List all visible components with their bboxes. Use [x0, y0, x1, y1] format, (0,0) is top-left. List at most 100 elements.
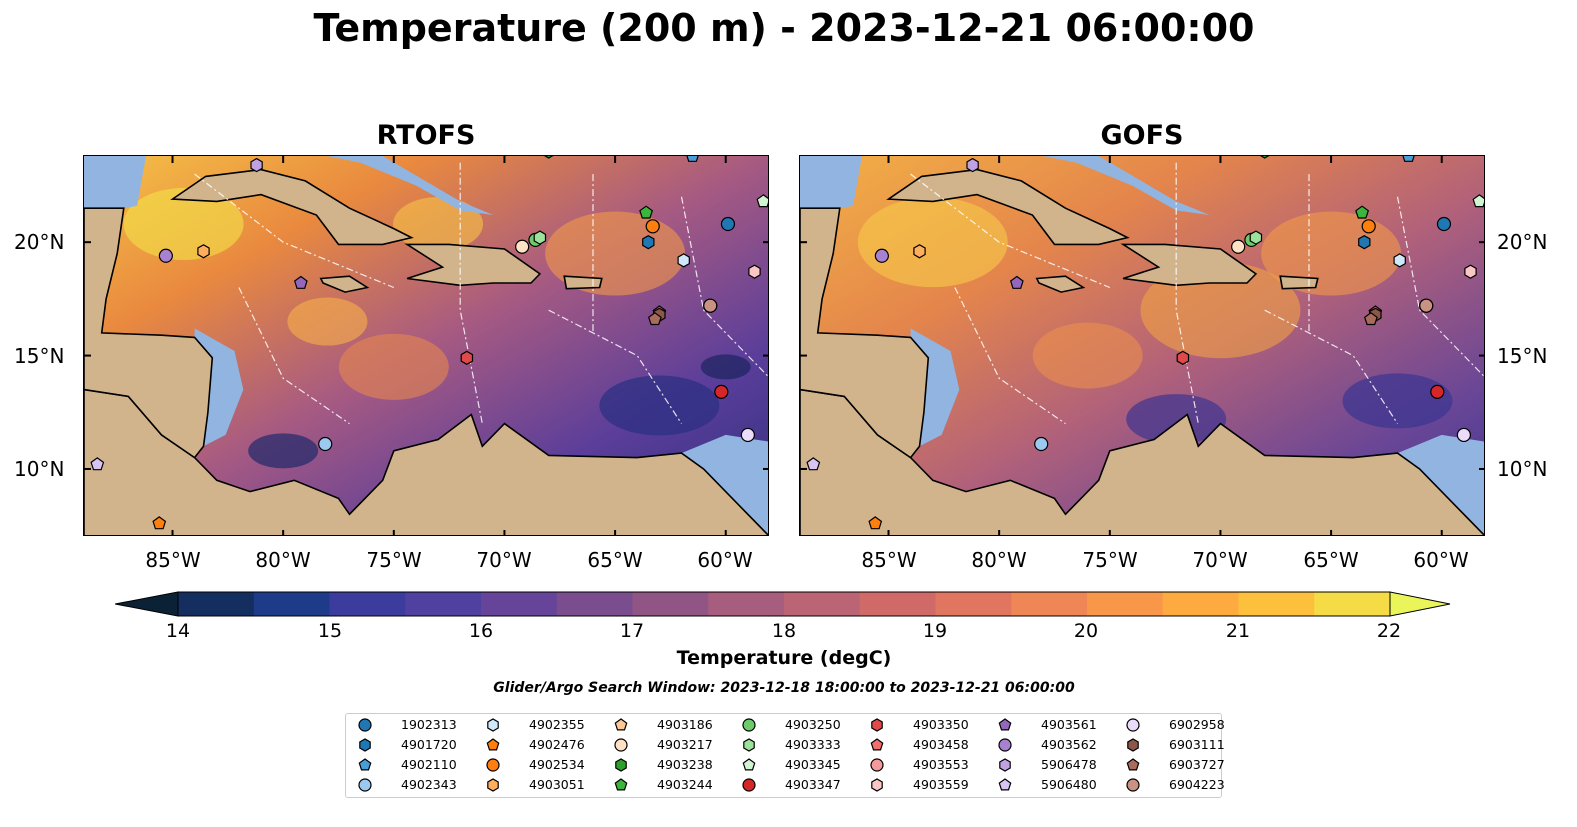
legend-label: 4903562	[1041, 737, 1097, 752]
colorbar-segment	[1238, 592, 1315, 616]
float-4903238	[544, 156, 554, 159]
land-hispaniola	[404, 243, 542, 287]
float-6902958	[1456, 427, 1471, 443]
float-5906480	[90, 457, 105, 471]
legend-marker-6902958	[1126, 718, 1140, 732]
float-4902534	[645, 219, 660, 234]
colorbar-tick-18: 18	[771, 620, 797, 642]
legend-label: 4903345	[785, 757, 841, 772]
colorbar-tick-20: 20	[1073, 620, 1099, 642]
float-6903727	[1363, 312, 1378, 326]
float-4903244	[639, 205, 654, 219]
legend-label: 5906480	[1041, 777, 1097, 792]
float-4903333	[533, 230, 547, 245]
land-yucatan	[800, 207, 930, 459]
float-4903350	[460, 350, 474, 365]
float-4903051	[913, 244, 926, 259]
legend-marker-6903727	[1126, 758, 1140, 771]
eez-boundary	[548, 309, 683, 424]
float-4902355	[677, 253, 690, 268]
float-6904223	[703, 298, 718, 313]
colorbar-segment	[859, 592, 936, 616]
land-central	[84, 388, 768, 535]
float-4903350	[1176, 350, 1190, 365]
legend-label: 4901720	[401, 737, 457, 752]
page-title: Temperature (200 m) - 2023-12-21 06:00:0…	[313, 6, 1255, 50]
lat-label-20n-right: 20°N	[1497, 230, 1548, 254]
colorbar-segment	[178, 592, 255, 616]
lon-label-70w-right: 70°W	[1192, 548, 1248, 572]
legend-label: 4902355	[529, 717, 585, 732]
colorbar-segment	[708, 592, 785, 616]
shelf-nicaragua	[194, 328, 244, 447]
float-4903345	[756, 194, 768, 208]
legend-label: 4903244	[657, 777, 713, 792]
search-window-label: Glider/Argo Search Window: 2023-12-18 18…	[493, 680, 1075, 696]
panel-title-rtofs: RTOFS	[376, 120, 476, 151]
map-gofs-canvas	[800, 156, 1484, 535]
colorbar-tick-15: 15	[317, 620, 343, 642]
eez-boundary	[1264, 309, 1399, 424]
shelf-nicaragua	[910, 328, 960, 447]
colorbar-segment	[405, 592, 482, 616]
float-4902476	[868, 516, 883, 530]
eez-boundary	[238, 287, 350, 425]
legend-label: 4902534	[529, 757, 585, 772]
land-hispaniola	[1120, 243, 1258, 287]
legend-marker-4903559	[871, 778, 883, 792]
legend-marker-4902355	[487, 718, 499, 732]
float-6902958	[740, 427, 755, 443]
legend-marker-4902534	[486, 758, 500, 772]
lat-label-10n-left: 10°N	[14, 457, 65, 481]
legend-marker-6904223	[1126, 778, 1140, 792]
legend-label: 6903727	[1169, 757, 1225, 772]
legend-marker-5906478	[999, 758, 1011, 772]
legend-label: 4902110	[401, 757, 457, 772]
lon-label-60w-left: 60°W	[697, 548, 753, 572]
lon-label-85w-left: 85°W	[145, 548, 201, 572]
colorbar	[115, 591, 1451, 617]
legend-marker-4901720	[359, 738, 371, 752]
colorbar-tick-19: 19	[922, 620, 948, 642]
legend-marker-4902476	[486, 738, 500, 751]
legend-label: 4903553	[913, 757, 969, 772]
float-1902313	[1436, 216, 1452, 232]
colorbar-tick-21: 21	[1225, 620, 1251, 642]
panel-title-gofs: GOFS	[1100, 120, 1184, 151]
colorbar-tick-16: 16	[468, 620, 494, 642]
float-4903345	[1472, 194, 1484, 208]
float-4903347	[714, 384, 729, 399]
eez-boundary	[910, 173, 1111, 289]
colorbar-segment	[1011, 592, 1088, 616]
warm-anomaly	[393, 197, 484, 252]
land-puertorico	[1279, 275, 1319, 290]
float-4902343	[318, 436, 333, 452]
legend-marker-1902313	[358, 718, 372, 732]
legend-label: 4902343	[401, 777, 457, 792]
float-4903217	[1231, 239, 1246, 254]
legend-label: 4903561	[1041, 717, 1097, 732]
legend-label: 4903350	[913, 717, 969, 732]
legend-label: 4903347	[785, 777, 841, 792]
eez-boundary	[954, 287, 1066, 425]
float-4902534	[1361, 219, 1376, 234]
float-4903238	[1260, 156, 1270, 159]
float-5906480	[806, 457, 821, 471]
legend-marker-4903238	[615, 758, 627, 772]
lon-label-75w-left: 75°W	[366, 548, 422, 572]
colorbar-tick-17: 17	[619, 620, 645, 642]
legend-marker-4902343	[358, 778, 372, 792]
eez-boundary	[1175, 162, 1199, 424]
warm-anomaly	[338, 333, 449, 400]
lon-label-65w-right: 65°W	[1303, 548, 1359, 572]
float-4903333	[1249, 230, 1263, 245]
float-legend: 1902313 4901720 4902110 4902343 4902355 49024…	[345, 713, 1225, 798]
lat-label-10n-right: 10°N	[1497, 457, 1548, 481]
colorbar-outline	[177, 591, 1391, 617]
colorbar-segment	[1314, 592, 1391, 616]
map-gofs	[799, 155, 1485, 536]
float-4903244	[1355, 205, 1370, 219]
shelf-yuc	[800, 156, 862, 209]
float-4902355	[1393, 253, 1406, 268]
legend-marker-4903347	[742, 778, 756, 792]
